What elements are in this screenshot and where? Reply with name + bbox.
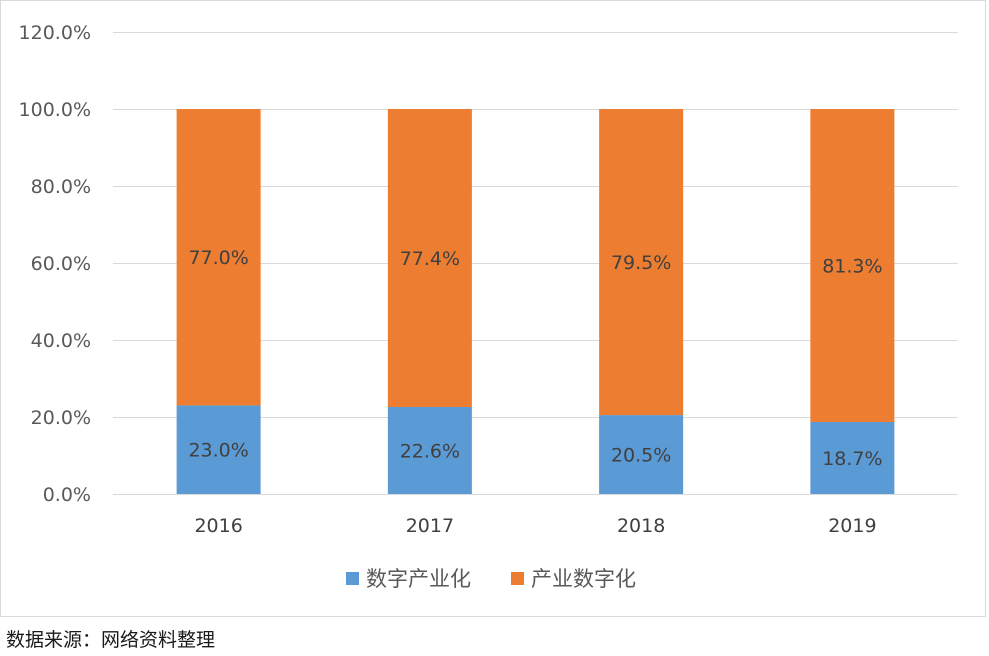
legend-swatch [511, 572, 524, 585]
x-axis-ticks: 2016 2017 2018 2019 [194, 515, 876, 537]
data-label: 18.7% [822, 448, 882, 470]
bars [176, 109, 895, 494]
bar-digital-industrialization [810, 422, 895, 494]
source-note: 数据来源：网络资料整理 [6, 629, 216, 651]
x-tick-label: 2016 [194, 515, 242, 537]
x-tick-label: 2019 [828, 515, 876, 537]
bar-digital-industrialization [176, 405, 261, 494]
y-tick-label: 40.0% [31, 330, 91, 352]
y-tick-label: 60.0% [31, 253, 91, 275]
data-label: 22.6% [400, 440, 460, 462]
x-tick-label: 2018 [617, 515, 665, 537]
data-label: 79.5% [611, 252, 671, 274]
bar-digital-industrialization [387, 406, 472, 494]
y-tick-label: 80.0% [31, 176, 91, 198]
bar-industrial-digitization [599, 109, 684, 416]
data-labels: 23.0% 77.0% 22.6% 77.4% 20.5% 79.5% 18.7% 81.3% [188, 247, 882, 470]
y-tick-label: 0.0% [43, 484, 91, 506]
chart-frame: 0.0% 20.0% 40.0% 60.0% 80.0% 100.0% 120.0% 23.… [0, 0, 986, 617]
y-axis-ticks: 0.0% 20.0% 40.0% 60.0% 80.0% 100.0% 120.0% [19, 22, 91, 506]
bar-industrial-digitization [387, 109, 472, 407]
data-label: 77.0% [188, 247, 248, 269]
legend-swatch [346, 572, 359, 585]
data-label: 81.3% [822, 256, 882, 278]
bar-digital-industrialization [599, 415, 684, 494]
y-tick-label: 20.0% [31, 407, 91, 429]
bar-industrial-digitization [810, 109, 895, 423]
stacked-bar-chart: 0.0% 20.0% 40.0% 60.0% 80.0% 100.0% 120.0% 23.… [19, 22, 958, 591]
data-label: 23.0% [188, 440, 248, 462]
legend-label: 产业数字化 [531, 567, 636, 591]
legend-label: 数字产业化 [366, 567, 471, 591]
x-tick-label: 2017 [406, 515, 454, 537]
legend: 数字产业化 产业数字化 [346, 567, 636, 591]
data-label: 20.5% [611, 445, 671, 467]
bar-industrial-digitization [176, 109, 261, 406]
y-tick-label: 120.0% [19, 22, 91, 44]
y-tick-label: 100.0% [19, 99, 91, 121]
data-label: 77.4% [400, 248, 460, 270]
